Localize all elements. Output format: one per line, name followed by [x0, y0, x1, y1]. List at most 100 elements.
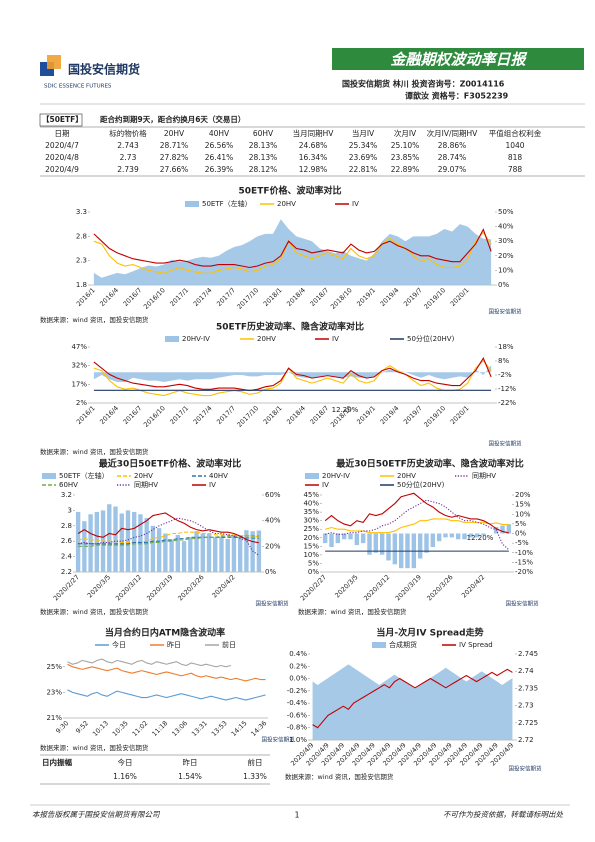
table-header: 20HV: [164, 129, 185, 138]
table-cell: 12.98%: [299, 165, 328, 174]
y-tick-label: 45%: [303, 491, 319, 499]
y-tick-label: 15%: [303, 542, 319, 550]
legend-symbol: [165, 336, 179, 342]
legend-label: IV: [332, 335, 339, 343]
line: [325, 499, 510, 551]
line: [93, 359, 492, 397]
y-tick-label: 5%: [308, 559, 319, 567]
x-tick-label: 2017/4: [192, 404, 214, 426]
y2-tick-label: 2.735: [518, 684, 538, 692]
x-tick-label: 10:13: [91, 719, 110, 738]
line: [325, 518, 509, 534]
y-tick-label: 32%: [71, 362, 87, 370]
x-tick-label: 2020/1: [449, 286, 471, 308]
bar: [367, 533, 372, 555]
y-tick-label: 25%: [46, 663, 62, 671]
x-tick-label: 2017/1: [168, 404, 190, 426]
x-tick-label: 2016/10: [142, 286, 167, 311]
bar: [200, 533, 205, 572]
table-cell: 27.82%: [160, 153, 189, 162]
y2-tick-label: 20%: [265, 542, 281, 550]
x-tick-label: 2020/3/19: [145, 573, 174, 602]
legend-label: 同期HV: [134, 481, 158, 489]
legend-label: 昨日: [167, 640, 181, 649]
bar: [213, 537, 218, 572]
bar: [468, 533, 474, 538]
line: [312, 668, 513, 729]
y-tick-label: 47%: [71, 343, 87, 351]
table-cell: 29.07%: [438, 165, 467, 174]
x-tick-label: 2019/10: [422, 286, 447, 311]
x-tick-label: 11:02: [131, 719, 150, 738]
y-tick-label: 17%: [71, 380, 87, 388]
legend-label: 50分位(20HV): [407, 334, 455, 343]
bar: [436, 533, 442, 542]
table-cell: 2.73: [120, 153, 137, 162]
chart: 50ETF历史波动率、隐含波动率对比 2% 17% 32% 47% -22% -12% -2%…: [40, 321, 522, 457]
charts: 50ETF价格、波动率对比1.82.32.83.30%10%20%30%40%5…: [40, 185, 542, 782]
table-header: 当月IV: [352, 128, 375, 138]
table-cell: 25.34%: [349, 141, 378, 150]
legend-label: 50ETF（左轴）: [202, 199, 252, 208]
chart-title: 当月合约日内ATM隐含波动率: [105, 627, 225, 639]
chart-logo: 国投安信期货: [505, 600, 539, 608]
legend-label: 20HV: [257, 335, 276, 343]
y-tick-label: 3: [68, 506, 72, 514]
bar: [449, 533, 455, 538]
line: [324, 492, 509, 534]
bar: [348, 533, 353, 540]
x-tick-label: 11:18: [150, 719, 169, 738]
x-tick-label: 2020/3/26: [176, 573, 205, 602]
x-tick-label: 2017/4: [192, 286, 214, 308]
legend-label: 20HV-IV: [322, 472, 350, 480]
y2-tick-label: -10%: [515, 549, 533, 557]
y2-tick-label: 10%: [515, 510, 531, 518]
y-tick-label: 0%: [308, 568, 319, 576]
x-tick-label: 2016/7: [122, 286, 144, 308]
legend-label: 同期HV: [472, 472, 496, 480]
bar: [125, 510, 131, 572]
line: [67, 689, 266, 701]
legend-label: 20HV: [397, 472, 416, 480]
chart-title: 当月-次月IV Spread走势: [376, 627, 483, 639]
y-tick-label: 35%: [303, 508, 319, 516]
x-tick-label: 2018/10: [329, 286, 354, 311]
bar: [219, 536, 224, 572]
bar: [169, 539, 174, 572]
tag-box: [39, 113, 83, 127]
x-tick-label: 2017/10: [236, 404, 261, 429]
y2-tick-label: 8%: [498, 357, 509, 365]
bar: [329, 533, 334, 547]
table-cell: 818: [508, 153, 523, 162]
footer-left: 本报告版权属于国投安信期货有限公司: [32, 810, 161, 819]
x-tick-label: 2019/4: [379, 286, 401, 308]
x-tick-label: 2017/10: [236, 286, 261, 311]
bar: [386, 533, 391, 561]
y2-tick-label: -20%: [515, 568, 533, 576]
bar: [88, 514, 93, 572]
x-tick-label: 2019/1: [355, 286, 377, 308]
y-tick-label: 3.2: [61, 491, 72, 499]
y-tick-label: -0.2%: [287, 687, 308, 695]
bar: [322, 533, 328, 544]
bar: [138, 514, 143, 572]
bar: [113, 506, 118, 572]
x-tick-label: 2016/4: [98, 404, 120, 426]
bar: [75, 511, 81, 572]
y2-tick-label: -22%: [498, 399, 516, 407]
company-en: SDIC ESSENCE FUTURES: [44, 84, 112, 90]
y-tick-label: 21%: [46, 714, 62, 722]
bar: [163, 533, 168, 572]
bar: [188, 537, 193, 572]
table-cell: 1040: [505, 141, 524, 150]
table-header: 当月同期HV: [293, 128, 335, 138]
y2-tick-label: 5%: [515, 520, 526, 528]
bar: [360, 533, 366, 544]
legend-label: 60HV: [59, 481, 78, 489]
amplitude-value: 1.33%: [243, 772, 267, 781]
table-header: 日期: [55, 129, 70, 138]
y-tick-label: -0.4%: [287, 699, 308, 707]
legend-symbol: [372, 642, 386, 648]
bar: [417, 533, 423, 559]
table-cell: 28.74%: [438, 153, 467, 162]
